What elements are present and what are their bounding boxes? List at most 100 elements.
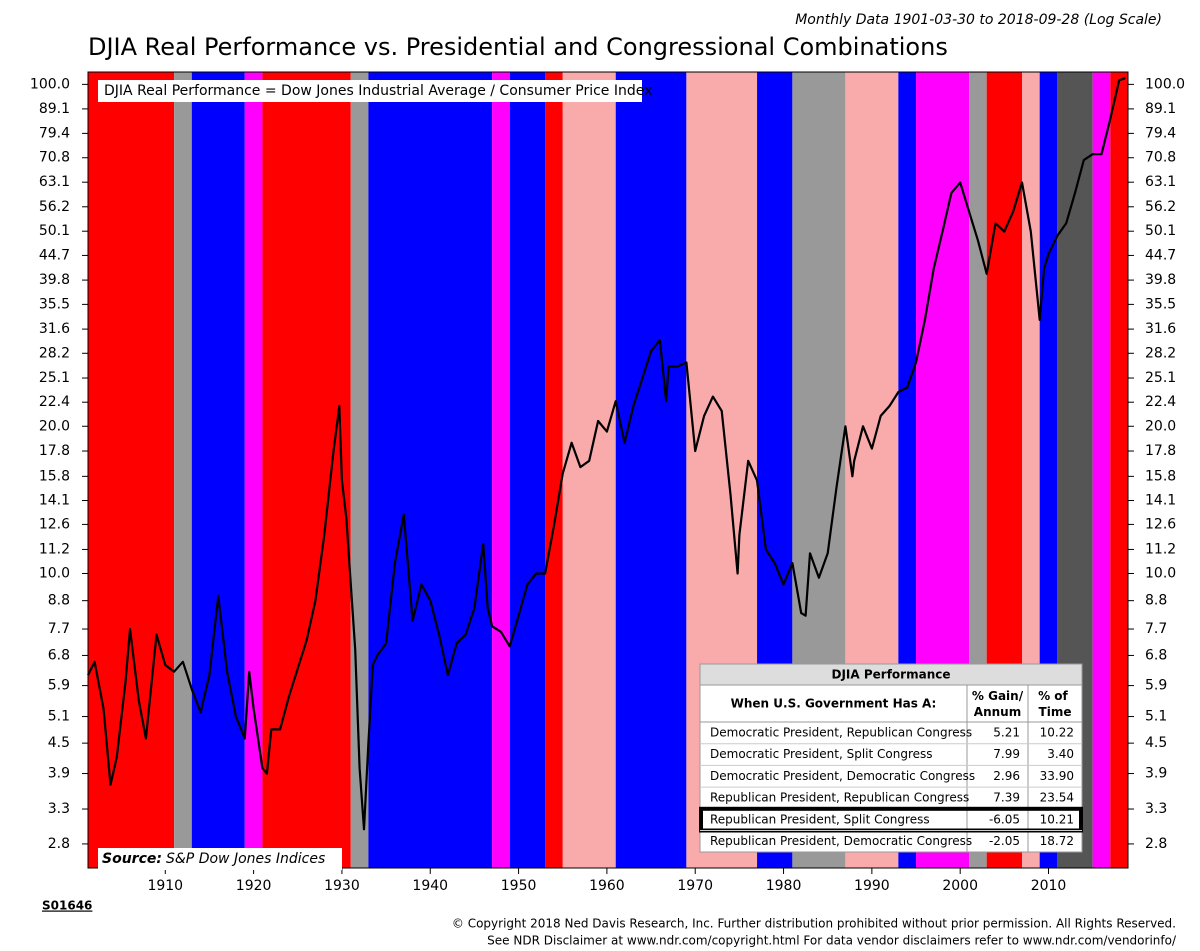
- y-tick-label-right: 28.2: [1145, 345, 1176, 361]
- y-tick-label-right: 2.8: [1145, 836, 1167, 852]
- x-tick-label: 1970: [677, 878, 713, 894]
- disclaimer: See NDR Disclaimer at www.ndr.com/copyri…: [487, 934, 1177, 948]
- y-tick-label-right: 63.1: [1145, 174, 1176, 190]
- y-tick-label: 11.2: [39, 541, 70, 557]
- y-tick-label: 5.9: [48, 678, 70, 694]
- regime-band: [262, 72, 351, 868]
- table-title: DJIA Performance: [832, 668, 951, 682]
- chart-title: DJIA Real Performance vs. Presidential a…: [88, 33, 948, 61]
- x-tick-label: 2000: [942, 878, 978, 894]
- table-time: 33.90: [1040, 769, 1074, 783]
- source-label: Source:: [102, 851, 162, 867]
- table-header: % Gain/Annum: [972, 689, 1024, 719]
- y-tick-label-right: 5.9: [1145, 678, 1167, 694]
- table-row-label: Republican President, Republican Congres…: [710, 791, 969, 805]
- x-tick-label: 1990: [854, 878, 890, 894]
- y-tick-label: 2.8: [48, 836, 70, 852]
- table-time: 10.22: [1040, 726, 1074, 740]
- source-box: [98, 848, 342, 870]
- y-tick-label: 5.1: [48, 709, 70, 725]
- table-gain: 7.39: [993, 791, 1020, 805]
- table-row-label: Democratic President, Democratic Congres…: [710, 769, 975, 783]
- y-tick-label-right: 15.8: [1145, 468, 1176, 484]
- y-tick-label: 15.8: [39, 468, 70, 484]
- y-tick-label: 28.2: [39, 345, 70, 361]
- regime-band: [244, 72, 263, 868]
- y-tick-label: 20.0: [39, 418, 70, 434]
- regime-band: [545, 72, 563, 868]
- y-tick-label-right: 50.1: [1145, 223, 1176, 239]
- y-tick-label: 89.1: [39, 101, 70, 117]
- y-tick-label-right: 56.2: [1145, 199, 1176, 215]
- y-tick-label: 12.6: [39, 516, 70, 532]
- y-tick-label-right: 3.3: [1145, 801, 1167, 817]
- y-tick-label-right: 11.2: [1145, 541, 1176, 557]
- y-tick-label: 50.1: [39, 223, 70, 239]
- y-tick-label: 14.1: [39, 493, 70, 509]
- annotation: DJIA Real Performance = Dow Jones Indust…: [104, 83, 652, 99]
- chart-subtitle: Monthly Data 1901-03-30 to 2018-09-28 (L…: [795, 12, 1162, 28]
- y-tick-label-right: 35.5: [1145, 296, 1176, 312]
- y-tick-label: 31.6: [39, 321, 70, 337]
- regime-band: [368, 72, 493, 868]
- plot-frame: [87, 71, 1129, 869]
- y-tick-label-right: 25.1: [1145, 370, 1176, 386]
- table-gain: -6.05: [989, 812, 1020, 826]
- y-tick-label-right: 39.8: [1145, 272, 1176, 288]
- table-gain: -2.05: [989, 834, 1020, 848]
- y-tick-label-right: 100.0: [1145, 76, 1185, 92]
- table-row-label: Republican President, Democratic Congres…: [710, 834, 972, 848]
- table-header: When U.S. Government Has A:: [731, 697, 937, 711]
- y-tick-label: 70.8: [39, 150, 70, 166]
- regime-band: [615, 72, 687, 868]
- annotation-box: [98, 80, 642, 102]
- table-gain: 5.21: [993, 726, 1020, 740]
- x-tick-label: 1950: [501, 878, 537, 894]
- y-tick-label: 3.9: [48, 766, 70, 782]
- regime-band: [492, 72, 510, 868]
- y-tick-label-right: 79.4: [1145, 125, 1176, 141]
- y-tick-label: 3.3: [48, 801, 70, 817]
- y-tick-label-right: 6.8: [1145, 647, 1167, 663]
- x-tick-label: 2010: [1031, 878, 1067, 894]
- y-tick-label: 17.8: [39, 443, 70, 459]
- source: S&P Dow Jones Indices: [166, 851, 325, 867]
- y-tick-label-right: 22.4: [1145, 394, 1176, 410]
- y-tick-label-right: 7.7: [1145, 621, 1167, 637]
- table-time: 3.40: [1047, 747, 1074, 761]
- y-tick-label-right: 14.1: [1145, 493, 1176, 509]
- x-tick-label: 1910: [147, 878, 183, 894]
- x-tick-label: 1960: [589, 878, 625, 894]
- y-tick-label-right: 20.0: [1145, 418, 1176, 434]
- djia-line: [87, 77, 1126, 831]
- regime-band: [1110, 72, 1128, 868]
- table-title-bg: [699, 663, 1083, 686]
- y-tick-label: 4.5: [48, 735, 70, 751]
- x-tick-label: 1930: [324, 878, 360, 894]
- y-tick-label-right: 31.6: [1145, 321, 1176, 337]
- y-tick-label: 8.8: [48, 593, 70, 609]
- y-tick-label-right: 89.1: [1145, 101, 1176, 117]
- table-time: 23.54: [1040, 791, 1074, 805]
- y-tick-label: 10.0: [39, 566, 70, 582]
- regime-band: [174, 72, 192, 868]
- y-tick-label: 39.8: [39, 272, 70, 288]
- y-tick-label-right: 17.8: [1145, 443, 1176, 459]
- y-tick-label-right: 12.6: [1145, 516, 1176, 532]
- y-tick-label-right: 70.8: [1145, 150, 1176, 166]
- y-tick-label: 44.7: [39, 247, 70, 263]
- x-tick-label: 1940: [412, 878, 448, 894]
- y-tick-label: 100.0: [30, 76, 70, 92]
- y-tick-label: 6.8: [48, 647, 70, 663]
- y-tick-label: 79.4: [39, 125, 70, 141]
- y-tick-label: 35.5: [39, 296, 70, 312]
- copyright: © Copyright 2018 Ned Davis Research, Inc…: [452, 917, 1176, 931]
- y-tick-label-right: 44.7: [1145, 247, 1176, 263]
- x-tick-label: 1920: [236, 878, 272, 894]
- table-time: 18.72: [1040, 834, 1074, 848]
- y-tick-label-right: 5.1: [1145, 709, 1167, 725]
- table-row-label: Republican President, Split Congress: [710, 812, 930, 826]
- table-row-label: Democratic President, Split Congress: [710, 747, 933, 761]
- y-tick-label-right: 3.9: [1145, 766, 1167, 782]
